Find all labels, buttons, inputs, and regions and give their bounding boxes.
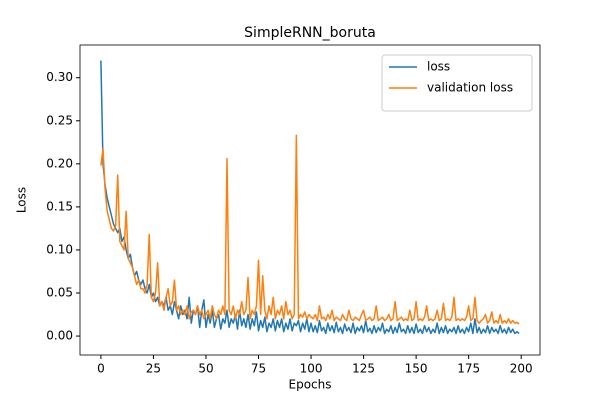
x-tick-label: 75 — [251, 362, 266, 376]
x-tick-label: 175 — [457, 362, 480, 376]
legend-label: validation loss — [427, 81, 513, 95]
x-tick-label: 200 — [510, 362, 533, 376]
x-tick-label: 100 — [300, 362, 323, 376]
legend-label: loss — [427, 60, 450, 74]
y-tick-label: 0.15 — [46, 199, 73, 213]
x-tick-label: 125 — [352, 362, 375, 376]
y-axis-label: Loss — [15, 187, 29, 213]
y-tick-label: 0.25 — [46, 113, 73, 127]
series-line — [100, 60, 520, 335]
x-tick-label: 0 — [97, 362, 105, 376]
chart-title: SimpleRNN_boruta — [244, 25, 376, 41]
x-axis-label: Epochs — [289, 378, 332, 392]
y-tick-label: 0.10 — [46, 242, 73, 256]
y-tick-label: 0.05 — [46, 286, 73, 300]
y-tick-label: 0.00 — [46, 329, 73, 343]
y-tick-label: 0.30 — [46, 70, 73, 84]
y-tick-label: 0.20 — [46, 156, 73, 170]
series-line — [100, 134, 520, 325]
legend-box — [381, 54, 533, 112]
x-tick-label: 150 — [405, 362, 428, 376]
axes-frame — [79, 44, 541, 356]
x-tick-label: 50 — [198, 362, 213, 376]
x-tick-label: 25 — [146, 362, 161, 376]
